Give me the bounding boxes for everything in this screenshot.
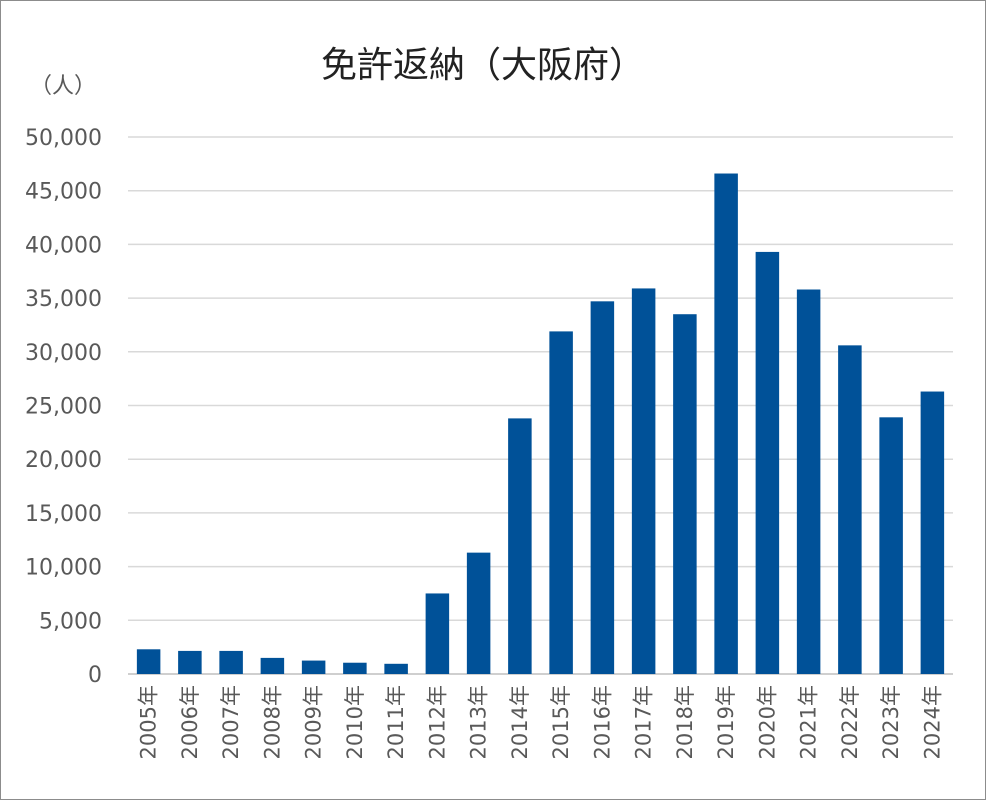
chart-title: 免許返納（大阪府） bbox=[321, 45, 645, 86]
x-tick-label: 2016年 bbox=[590, 685, 614, 759]
x-tick-label: 2012年 bbox=[425, 685, 449, 759]
bar-2023年 bbox=[879, 417, 903, 674]
y-tick-label: 40,000 bbox=[25, 233, 102, 258]
bar-2016年 bbox=[590, 301, 615, 674]
x-tick-label: 2020年 bbox=[755, 685, 779, 759]
y-axis-ticks: 0 5,000 10,000 15,000 20,000 25,000 30,000 35,0… bbox=[25, 126, 102, 688]
y-tick-label: 30,000 bbox=[25, 341, 102, 366]
x-tick-label: 2021年 bbox=[797, 685, 821, 759]
bar-2024年 bbox=[920, 391, 945, 674]
bar-2009年 bbox=[301, 660, 326, 674]
bar-2008年 bbox=[260, 657, 285, 674]
y-tick-label: 20,000 bbox=[25, 448, 102, 473]
x-tick-label: 2024年 bbox=[920, 685, 944, 759]
bar-2020年 bbox=[755, 251, 780, 674]
bar-2015年 bbox=[549, 331, 573, 674]
x-tick-label: 2006年 bbox=[178, 685, 202, 759]
bar-2018年 bbox=[673, 314, 697, 674]
x-tick-label: 2022年 bbox=[838, 685, 862, 759]
gridlines bbox=[128, 136, 953, 675]
bar-2014年 bbox=[508, 418, 532, 674]
x-tick-label: 2007年 bbox=[219, 685, 243, 759]
y-tick-label: 35,000 bbox=[25, 287, 102, 312]
y-tick-label: 10,000 bbox=[25, 556, 102, 581]
bar-2010年 bbox=[343, 662, 367, 674]
bar-2006年 bbox=[178, 650, 202, 674]
y-tick-label: 0 bbox=[88, 663, 102, 688]
bar-2005年 bbox=[136, 649, 161, 674]
x-tick-label: 2005年 bbox=[137, 685, 161, 759]
bar-2011年 bbox=[384, 663, 408, 674]
x-tick-label: 2010年 bbox=[343, 685, 367, 759]
bar-2021年 bbox=[796, 289, 821, 674]
y-tick-label: 5,000 bbox=[39, 609, 102, 634]
x-tick-label: 2017年 bbox=[632, 685, 656, 759]
x-tick-label: 2023年 bbox=[879, 685, 903, 759]
bar-2019年 bbox=[714, 173, 738, 675]
bars bbox=[136, 173, 945, 675]
x-tick-label: 2011年 bbox=[384, 685, 408, 759]
y-axis-unit-label: （人） bbox=[30, 74, 96, 99]
bar-2012年 bbox=[425, 593, 450, 674]
bar-2007年 bbox=[219, 650, 243, 674]
x-tick-label: 2018年 bbox=[673, 685, 697, 759]
bar-2022年 bbox=[838, 345, 862, 674]
x-tick-label: 2015年 bbox=[549, 685, 573, 759]
x-tick-label: 2014年 bbox=[508, 685, 532, 759]
y-tick-label: 25,000 bbox=[25, 395, 102, 420]
x-tick-label: 2019年 bbox=[714, 685, 738, 759]
bar-2017年 bbox=[631, 288, 656, 674]
y-tick-label: 45,000 bbox=[25, 180, 102, 205]
x-axis-ticks: 2005年 2006年 2007年 2008年 2009年 2010年 2011年 2012年… bbox=[137, 685, 945, 759]
x-tick-label: 2008年 bbox=[260, 685, 284, 759]
bar-2013年 bbox=[466, 552, 491, 674]
y-tick-label: 15,000 bbox=[25, 502, 102, 527]
y-tick-label: 50,000 bbox=[25, 126, 102, 151]
x-tick-label: 2013年 bbox=[467, 685, 491, 759]
x-tick-label: 2009年 bbox=[302, 685, 326, 759]
